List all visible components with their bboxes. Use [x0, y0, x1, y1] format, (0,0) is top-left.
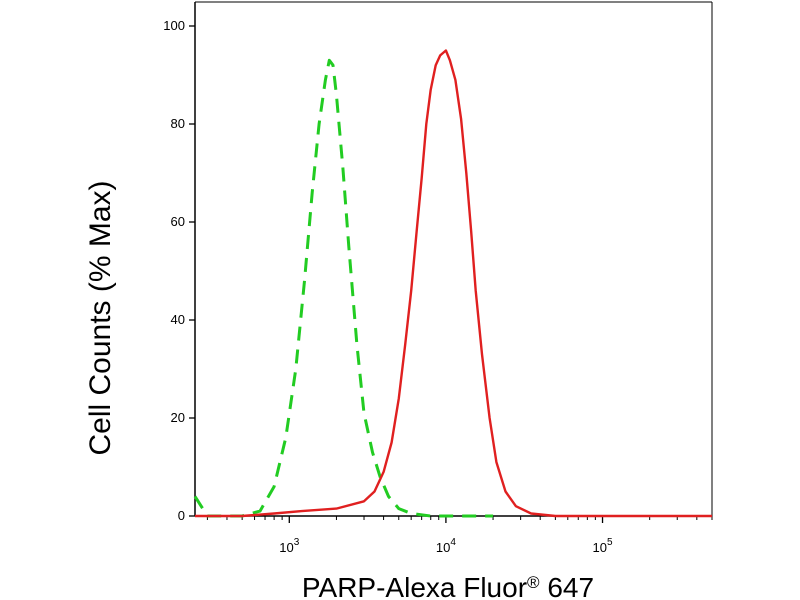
x-tick-exponent: 4 [450, 537, 456, 548]
y-tick-label: 80 [171, 116, 185, 131]
x-tick-exponent: 5 [607, 537, 613, 548]
x-tick-label: 105 [593, 537, 613, 555]
y-ticks: 0 20 40 60 80 100 [163, 18, 195, 523]
x-tick-exponent: 3 [294, 537, 300, 548]
x-axis-label-registered-mark: ® [527, 573, 540, 592]
y-tick-label: 20 [171, 410, 185, 425]
y-tick-label: 60 [171, 214, 185, 229]
parp-histogram-line [195, 49, 712, 518]
y-tick-label: 40 [171, 312, 185, 327]
x-tick-label: 104 [436, 537, 456, 555]
x-axis-label: PARP-Alexa Fluor® 647 [302, 572, 594, 600]
plot-frame [194, 1, 713, 517]
y-axis-label: Cell Counts (% Max) [84, 180, 117, 455]
x-tick-base: 10 [279, 540, 293, 555]
y-tick-label: 100 [163, 18, 185, 33]
x-tick-base: 10 [436, 540, 450, 555]
x-tick-label: 103 [279, 537, 299, 555]
x-axis-label-main: PARP-Alexa Fluor [302, 572, 527, 600]
y-tick-label: 0 [178, 508, 185, 523]
x-axis-label-suffix: 647 [540, 572, 595, 600]
control-histogram-line [193, 58, 494, 518]
x-ticks: 103 104 105 [206, 516, 713, 555]
series-layer [193, 49, 712, 518]
x-tick-base: 10 [593, 540, 607, 555]
